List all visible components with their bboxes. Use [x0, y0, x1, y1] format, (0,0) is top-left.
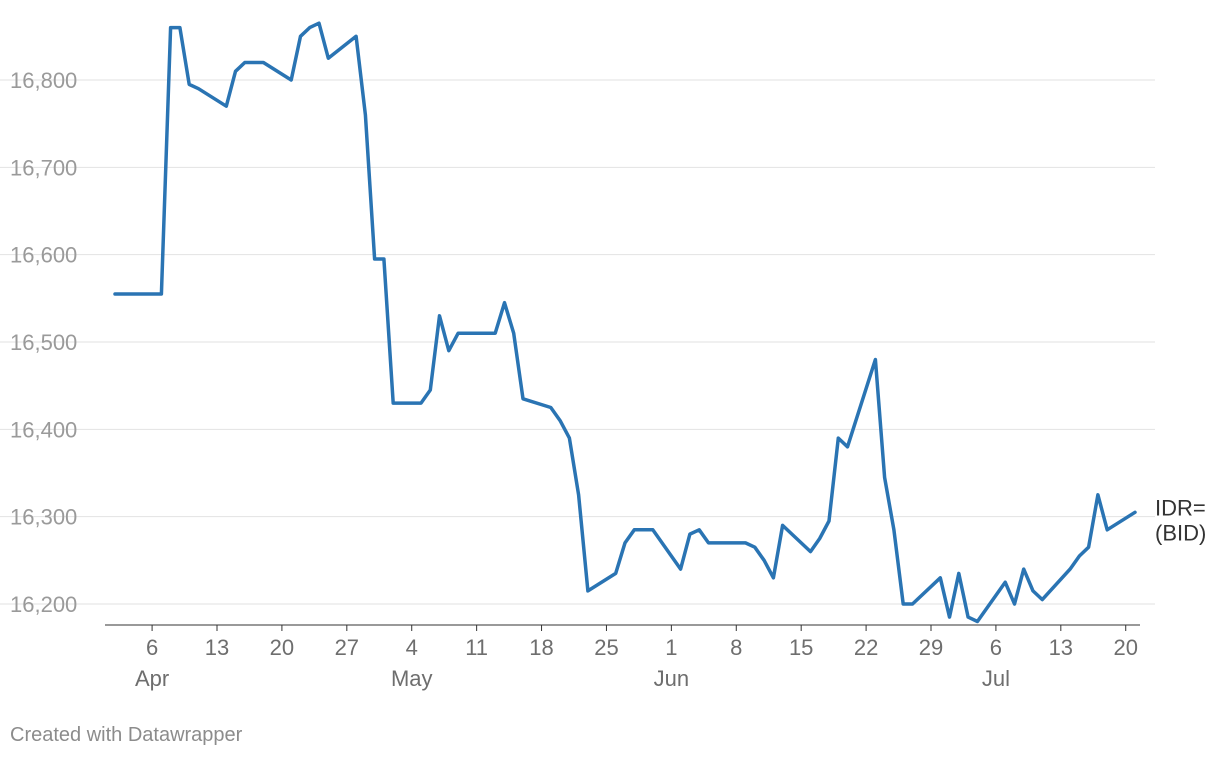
series-line-idr-bid: [113, 21, 1137, 624]
y-tick-label: 16,500: [10, 330, 77, 355]
x-tick-label: 22: [854, 635, 878, 660]
month-label: Jul: [982, 666, 1010, 691]
x-tick-label: 1: [665, 635, 677, 660]
x-tick-label: 6: [146, 635, 158, 660]
series-end-label: IDR= (BID): [1155, 495, 1206, 545]
x-tick-label: 4: [406, 635, 418, 660]
y-tick-label: 16,600: [10, 243, 77, 268]
month-label: May: [391, 666, 433, 691]
y-axis-ticks: 16,200 16,300 16,400 16,500 16,600 16,700 16,8…: [10, 68, 77, 617]
x-tick-label: 20: [270, 635, 294, 660]
x-tick-label: 6: [990, 635, 1002, 660]
series-layer: [113, 21, 1137, 624]
x-tick-label: 11: [465, 635, 488, 660]
y-tick-label: 16,300: [10, 505, 77, 530]
y-tick-label: 16,200: [10, 592, 77, 617]
x-axis-ticks: 6 13 20 27 4 11 18 25 1 8 15 22 29 6 13 20: [146, 625, 1138, 660]
line-chart: 16,200 16,300 16,400 16,500 16,600 16,700 16,8…: [0, 21, 1206, 691]
month-label: Apr: [135, 666, 169, 691]
gridlines: [0, 79, 1155, 605]
x-axis-month-labels: Apr May Jun Jul: [135, 666, 1010, 691]
y-tick-label: 16,700: [10, 155, 77, 180]
x-tick-label: 13: [1049, 635, 1073, 660]
x-tick-label: 25: [594, 635, 618, 660]
datawrapper-credit[interactable]: Created with Datawrapper: [10, 724, 243, 746]
month-label: Jun: [654, 666, 689, 691]
x-tick-label: 18: [529, 635, 553, 660]
x-tick-label: 15: [789, 635, 813, 660]
x-tick-label: 20: [1113, 635, 1137, 660]
y-tick-label: 16,800: [10, 68, 77, 93]
x-tick-label: 29: [919, 635, 943, 660]
x-tick-label: 8: [730, 635, 742, 660]
y-tick-label: 16,400: [10, 417, 77, 442]
x-tick-label: 13: [205, 635, 229, 660]
x-tick-label: 27: [335, 635, 359, 660]
series-label: IDR= (BID): [1155, 495, 1206, 545]
